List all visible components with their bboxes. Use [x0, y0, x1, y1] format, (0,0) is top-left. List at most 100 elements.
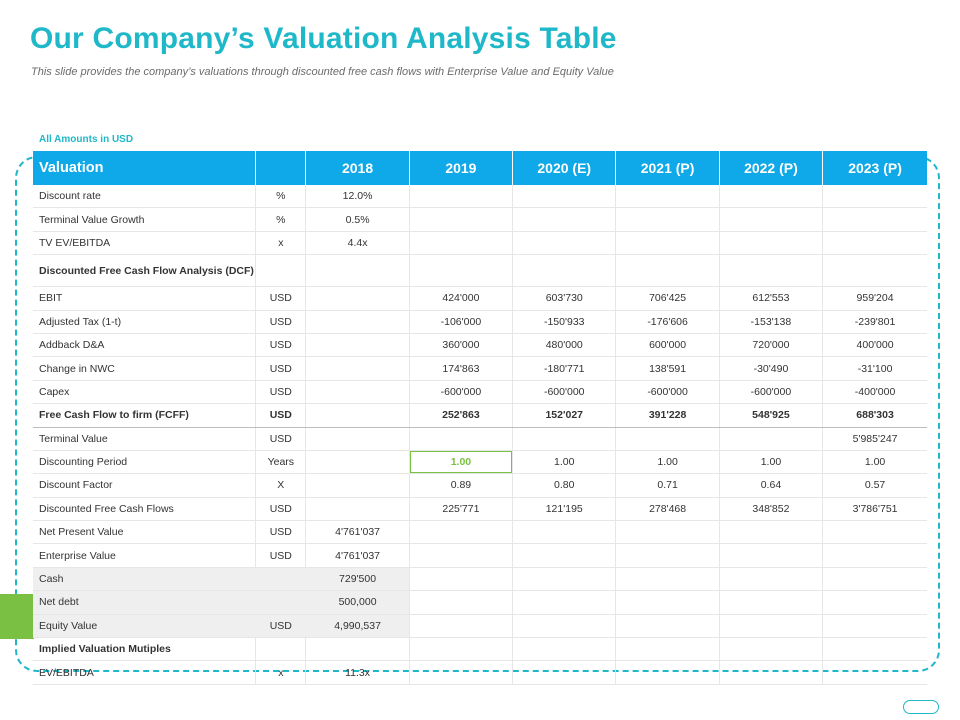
table-row-terminal-value: Terminal Value USD 5'985'247	[33, 427, 927, 451]
cell-2018: 4.4x	[305, 231, 410, 256]
cell-2021	[615, 590, 720, 615]
cell-2023: 400'000	[822, 333, 927, 358]
cell-2019	[409, 614, 514, 639]
cell-2022	[719, 207, 824, 232]
cell-2020	[512, 520, 617, 545]
cell-2019: 252'863	[409, 403, 514, 428]
cell-2019	[409, 254, 514, 288]
row-label: Discount Factor	[33, 473, 257, 498]
table-row-adjusted-tax-1-t: Adjusted Tax (1-t) USD -106'000 -150'933 -17…	[33, 310, 927, 334]
cell-2020: 0.80	[512, 473, 617, 498]
cell-2022: 548'925	[719, 403, 824, 428]
cell-2023: -31'100	[822, 356, 927, 381]
cell-2023	[822, 185, 927, 209]
row-label: Net Present Value	[33, 520, 257, 545]
cell-2020	[512, 567, 617, 592]
cell-2022	[719, 637, 824, 662]
cell-2020	[512, 590, 617, 615]
cell-2018	[305, 450, 410, 475]
cell-2023	[822, 637, 927, 662]
cell-2020: 480'000	[512, 333, 617, 358]
page-subtitle: This slide provides the company’s valuat…	[31, 66, 614, 78]
cell-2019	[409, 637, 514, 662]
row-unit	[255, 590, 307, 615]
cell-2022	[719, 254, 824, 288]
cell-2022: 720'000	[719, 333, 824, 358]
cell-2018	[305, 427, 410, 451]
cell-2023	[822, 614, 927, 639]
cell-2018	[305, 497, 410, 522]
cell-2023: 959'204	[822, 286, 927, 311]
cell-2018: 4,990,537	[305, 614, 410, 639]
row-label: EV/EBITDA	[33, 660, 257, 685]
cell-2020	[512, 254, 617, 288]
cell-2023	[822, 207, 927, 232]
cell-2023: -239'801	[822, 310, 927, 334]
cell-2022	[719, 660, 824, 685]
column-header-unit	[255, 151, 307, 185]
cell-2019	[409, 567, 514, 592]
row-unit: x	[255, 660, 307, 685]
cell-2020: -180'771	[512, 356, 617, 381]
cell-2019: 424'000	[409, 286, 514, 311]
table-row-discount-factor: Discount Factor X 0.89 0.80 0.71 0.64 0.57	[33, 473, 927, 498]
cell-2021	[615, 231, 720, 256]
cell-2020: -150'933	[512, 310, 617, 334]
table-row-free-cash-flow-to-firm-fcff: Free Cash Flow to firm (FCFF) USD 252'863 1…	[33, 403, 927, 428]
cell-2018: 4'761'037	[305, 543, 410, 568]
cell-2022: -600'000	[719, 380, 824, 405]
row-label: Discounted Free Cash Flow Analysis (DCF)	[33, 254, 257, 288]
cell-2019	[409, 543, 514, 568]
table-row-ebit: EBIT USD 424'000 603'730 706'425 612'553 959'2…	[33, 286, 927, 311]
cell-2019	[409, 185, 514, 209]
row-unit: USD	[255, 497, 307, 522]
cell-2022	[719, 427, 824, 451]
row-unit: USD	[255, 614, 307, 639]
row-unit: USD	[255, 310, 307, 334]
cell-2019: -106'000	[409, 310, 514, 334]
cell-2020: 603'730	[512, 286, 617, 311]
table-row-net-debt: Net debt 500,000	[33, 590, 927, 615]
cell-2023	[822, 254, 927, 288]
column-header-2023: 2023 (P)	[822, 151, 927, 185]
cell-2023	[822, 567, 927, 592]
table-header-row: Valuation 2018 2019 2020 (E) 2021 (P) 20…	[33, 151, 927, 185]
cell-2021: 0.71	[615, 473, 720, 498]
cell-2023	[822, 660, 927, 685]
cell-2019: 0.89	[409, 473, 514, 498]
cell-2020	[512, 207, 617, 232]
table-row-capex: Capex USD -600'000 -600'000 -600'000 -600'000…	[33, 380, 927, 405]
row-label: Adjusted Tax (1-t)	[33, 310, 257, 334]
cell-2023	[822, 543, 927, 568]
cell-2022	[719, 520, 824, 545]
cell-2018	[305, 333, 410, 358]
cell-2022	[719, 567, 824, 592]
cell-2022: 612'553	[719, 286, 824, 311]
column-header-2018: 2018	[305, 151, 410, 185]
cell-2018	[305, 637, 410, 662]
page-title: Our Company’s Valuation Analysis Table	[30, 22, 617, 55]
cell-2022	[719, 231, 824, 256]
amounts-note: All Amounts in USD	[39, 134, 134, 145]
green-accent-bar	[0, 594, 34, 639]
table-row-ev-ebitda: EV/EBITDA x 11.3x	[33, 660, 927, 685]
cell-2022	[719, 543, 824, 568]
cell-2022	[719, 185, 824, 209]
cell-2018	[305, 403, 410, 428]
cell-2019	[409, 207, 514, 232]
cell-2019	[409, 231, 514, 256]
row-unit: USD	[255, 427, 307, 451]
cell-2018	[305, 473, 410, 498]
row-label: Cash	[33, 567, 257, 592]
cell-2019	[409, 427, 514, 451]
column-header-2019: 2019	[409, 151, 514, 185]
cell-2021: 278'468	[615, 497, 720, 522]
cell-2019	[409, 520, 514, 545]
table-row-addback-d-a: Addback D&A USD 360'000 480'000 600'000 720'0…	[33, 333, 927, 358]
row-unit: %	[255, 207, 307, 232]
table-row-discounted-free-cash-flow-analysis-dcf: Discounted Free Cash Flow Analysis (DCF)	[33, 254, 927, 288]
row-unit: USD	[255, 403, 307, 428]
cell-2020: 121'195	[512, 497, 617, 522]
table-row-terminal-value-growth: Terminal Value Growth% 0.5%	[33, 207, 927, 232]
cell-2022: 1.00	[719, 450, 824, 475]
